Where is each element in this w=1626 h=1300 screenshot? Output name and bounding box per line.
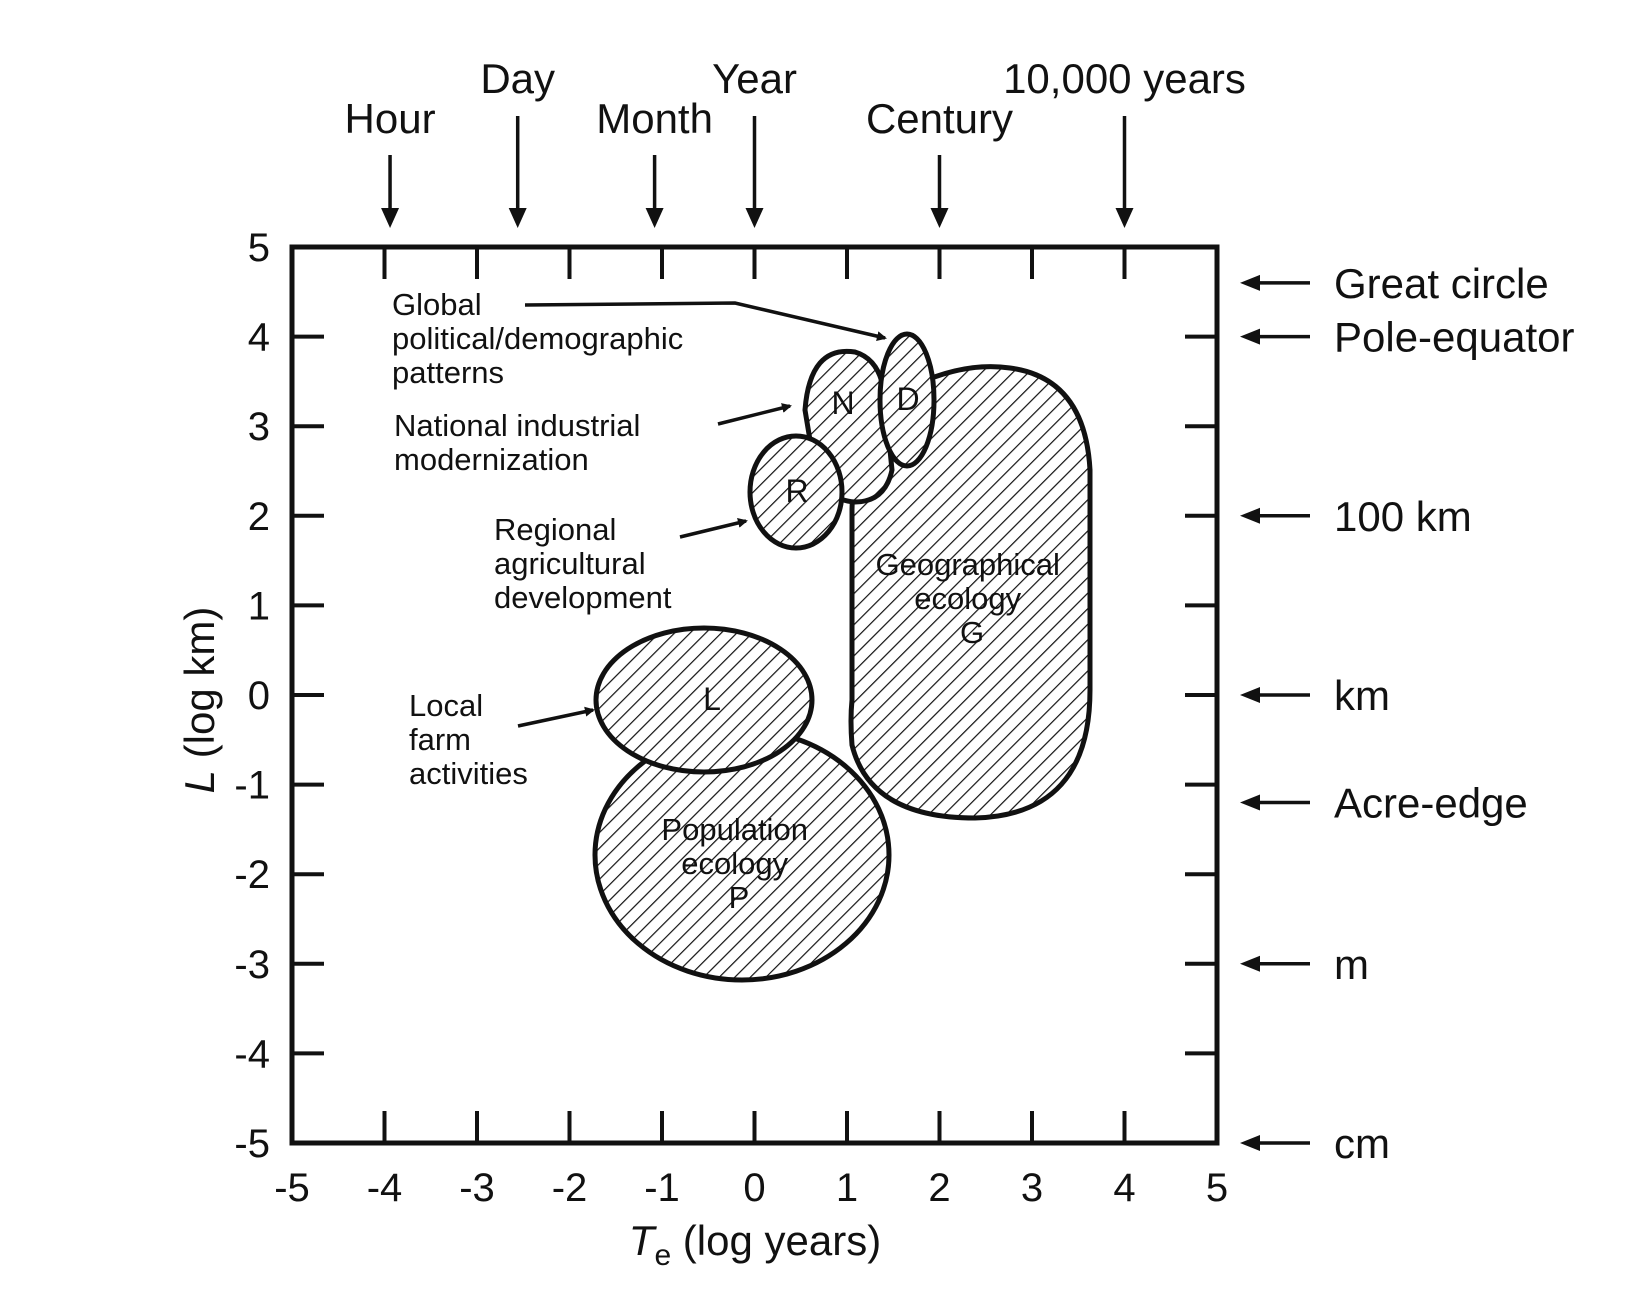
right-marker-label: 100 km [1334,493,1472,540]
y-tick-label: 3 [248,405,270,449]
right-marker-arrowhead [1240,955,1260,972]
top-marker-label: Hour [345,95,436,142]
global-leader-arrow [524,301,887,342]
geographical-line-2: ecology [914,581,1021,616]
population-line-2: ecology [681,846,788,881]
top-marker-label: Month [596,95,713,142]
regional-leader-arrow [679,518,748,539]
top-marker-label: Century [866,95,1013,142]
y-tick-label: 0 [248,674,270,718]
top-marker-arrowhead [745,208,764,228]
right-marker-arrowhead [1240,794,1260,811]
right-marker-arrowhead [1240,328,1260,345]
x-axis-title: Te (log years) [629,1217,881,1272]
blob-letter-l: L [703,681,721,717]
right-marker-arrowhead [1240,274,1260,291]
geographical-ecology-region [848,364,1093,821]
national-line-1: National industrial [394,408,640,443]
global-region [877,331,937,469]
x-tick-label: 5 [1206,1166,1228,1210]
y-tick-label: -1 [234,764,270,808]
blob-letter-r: R [785,473,808,509]
geographical-ecology-label: Geographical ecology G [875,547,1068,650]
top-marker-arrowhead [381,208,400,228]
local-leader-arrow [517,706,595,728]
right-marker-label: cm [1334,1120,1390,1167]
y-tick-label: -5 [234,1122,270,1166]
geographical-line-3: G [960,615,984,650]
blob-letter-n: N [831,385,854,421]
top-marker-label: Year [712,55,797,102]
x-tick-label: 0 [743,1166,765,1210]
x-tick-label: 2 [928,1166,950,1210]
regional-line-2: agricultural [494,546,646,581]
y-axis-title-rest: (log km) [176,607,223,770]
x-axis-ticks: -5 -4 -3 -2 -1 0 1 2 3 4 5 [274,247,1228,1210]
geographical-line-1: Geographical [875,547,1059,582]
y-tick-label: 4 [248,316,270,360]
local-label: Local farm activities [409,688,528,791]
population-line-3: P [729,880,750,915]
x-axis-title-italic: T [629,1217,658,1264]
right-marker-label: Great circle [1334,260,1549,307]
right-marker-arrowhead [1240,1135,1260,1151]
x-axis-title-rest: (log years) [671,1217,881,1264]
national-leader-arrow [717,403,792,426]
global-line-2: political/demographic [392,321,683,356]
regional-label: Regional agricultural development [494,512,672,615]
right-marker-label: Pole-equator [1334,314,1575,361]
national-line-2: modernization [394,442,589,477]
right-marker-arrowhead [1240,507,1260,524]
x-tick-label: -5 [274,1166,310,1210]
y-tick-label: 2 [248,495,270,539]
national-label: National industrial modernization [394,408,649,477]
x-tick-label: -3 [459,1166,495,1210]
right-marker-label: Acre-edge [1334,780,1528,827]
top-marker-label: 10,000 years [1003,55,1246,102]
blob-letter-d: D [896,381,919,417]
regional-line-1: Regional [494,512,616,547]
y-tick-label: -2 [234,853,270,897]
top-marker-arrowhead [930,208,949,228]
right-length-markers: Great circle Pole-equator 100 km km Acre-edg… [1240,260,1575,1167]
x-axis-title-subscript: e [654,1239,671,1272]
global-label: Global political/demographic patterns [392,287,692,390]
global-line-1: Global [392,287,482,322]
y-tick-label: -4 [234,1032,270,1076]
x-tick-label: 4 [1113,1166,1135,1210]
local-line-3: activities [409,756,528,791]
right-marker-label: km [1334,672,1390,719]
x-tick-label: -4 [367,1166,403,1210]
top-marker-arrowhead [508,208,527,228]
top-marker-label: Day [480,55,555,102]
right-marker-label: m [1334,941,1369,988]
y-axis-title: L (log km) [176,607,223,794]
local-farm-region [593,625,815,775]
x-tick-label: -1 [644,1166,680,1210]
top-marker-arrowhead [645,208,664,228]
population-line-1: Population [661,812,808,847]
top-marker-arrowhead [1115,208,1134,228]
right-marker-arrowhead [1240,687,1260,703]
y-axis-title-italic: L [176,770,223,793]
regional-region [747,433,845,551]
y-tick-label: 5 [248,226,270,270]
global-line-3: patterns [392,355,504,390]
x-tick-label: 1 [836,1166,858,1210]
population-ecology-label: Population ecology P [661,812,816,915]
y-tick-label: -3 [234,943,270,987]
local-line-2: farm [409,722,471,757]
y-axis-ticks: 5 4 3 2 1 0 -1 -2 -3 -4 -5 [234,226,1217,1166]
x-tick-label: 3 [1021,1166,1043,1210]
local-line-1: Local [409,688,483,723]
regional-line-3: development [494,580,672,615]
x-tick-label: -2 [552,1166,588,1210]
y-tick-label: 1 [248,584,270,628]
